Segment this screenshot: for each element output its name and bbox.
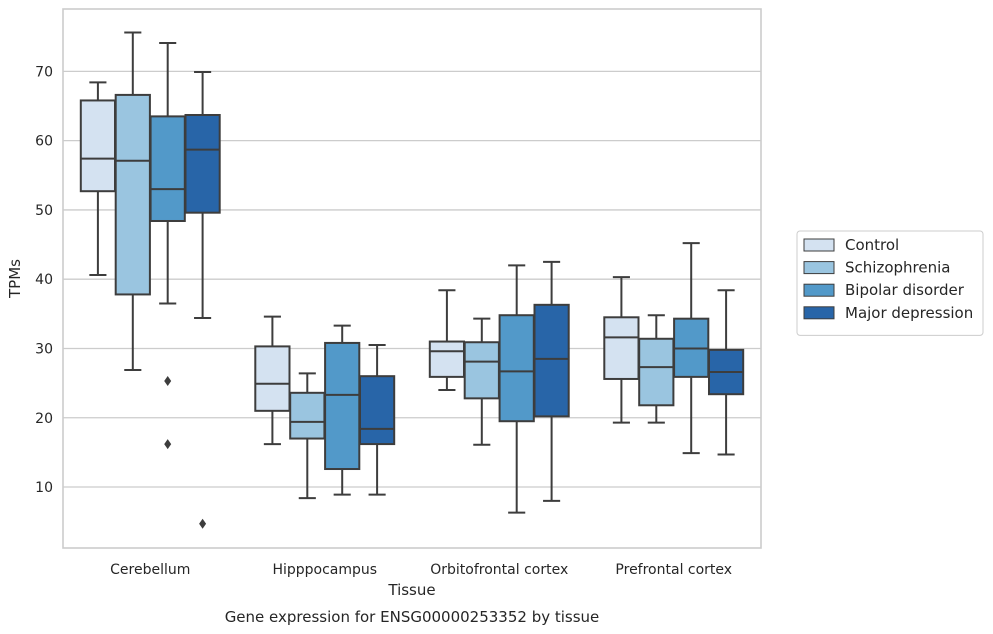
x-axis-ticks: Cerebellum Hipppocampus Orbitofrontal cort…	[110, 562, 732, 578]
box-iqr	[638, 337, 675, 407]
box-group	[184, 71, 221, 529]
box-group	[254, 315, 291, 446]
legend-swatch	[803, 306, 835, 320]
y-axis-title: TPMs	[6, 259, 24, 299]
box-iqr	[184, 113, 221, 214]
box-group	[673, 242, 710, 455]
box-iqr	[324, 341, 361, 471]
outlier-point	[164, 439, 172, 450]
box-iqr	[149, 115, 186, 222]
chart-caption: Gene expression for ENSG00000253352 by t…	[225, 608, 600, 626]
legend: Control Schizophrenia Bipolar disorder Majo…	[796, 230, 984, 336]
legend-item: Control	[803, 236, 899, 254]
legend-label: Control	[845, 236, 899, 254]
legend-frame	[796, 230, 984, 336]
box-group	[463, 317, 500, 446]
boxes	[79, 31, 745, 529]
box-iqr	[498, 314, 535, 423]
box-iqr	[533, 303, 570, 418]
y-tick-label: 20	[35, 411, 53, 427]
y-tick-label: 70	[35, 64, 53, 80]
box-iqr	[358, 375, 396, 446]
legend-item: Major depression	[803, 304, 973, 322]
x-tick-label: Orbitofrontal cortex	[430, 562, 568, 578]
x-axis-title: Tissue	[387, 581, 435, 599]
box-group	[638, 314, 675, 424]
box-iqr	[428, 340, 466, 378]
box-group	[79, 81, 117, 277]
legend-swatch	[803, 261, 835, 275]
x-tick-label: Prefrontal cortex	[615, 562, 732, 578]
box-iqr	[114, 93, 151, 296]
plot-area-frame	[62, 8, 762, 549]
y-tick-label: 60	[35, 134, 53, 150]
box-iqr	[254, 345, 291, 412]
legend-swatch	[803, 283, 835, 297]
legend-swatch	[803, 238, 835, 252]
outlier-point	[164, 376, 172, 387]
y-tick-label: 30	[35, 341, 53, 357]
box-iqr	[463, 341, 500, 400]
box-group	[149, 41, 186, 450]
legend-label: Schizophrenia	[845, 259, 950, 277]
x-tick-label: Cerebellum	[110, 562, 190, 578]
box-iqr	[603, 316, 640, 380]
box-group	[533, 260, 570, 502]
box-group	[603, 276, 640, 424]
box-group	[498, 264, 535, 514]
legend-item: Schizophrenia	[803, 259, 950, 277]
y-tick-label: 10	[35, 480, 53, 496]
legend-label: Bipolar disorder	[845, 281, 965, 299]
box-group	[324, 324, 361, 496]
box-iqr	[289, 391, 326, 440]
legend-label: Major depression	[845, 304, 973, 322]
y-axis-ticks: 10 20 30 40 50 60 70	[35, 64, 53, 496]
y-tick-label: 40	[35, 272, 53, 288]
y-tick-label: 50	[35, 203, 53, 219]
box-group	[114, 31, 151, 371]
box-group	[707, 289, 745, 456]
box-group	[428, 289, 466, 392]
outlier-point	[199, 518, 207, 529]
legend-item: Bipolar disorder	[803, 281, 965, 299]
box-group	[358, 344, 396, 496]
box-iqr	[79, 99, 117, 193]
x-tick-label: Hipppocampus	[272, 562, 377, 578]
box-group	[289, 372, 326, 500]
